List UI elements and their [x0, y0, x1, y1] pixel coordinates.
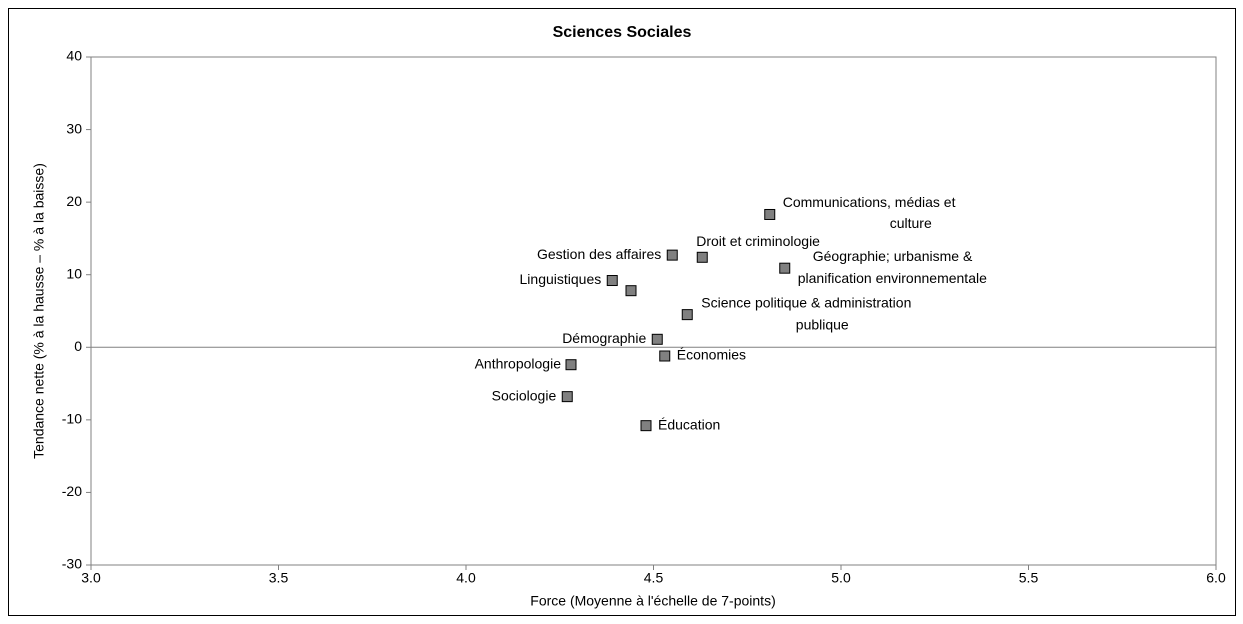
point	[651, 333, 663, 345]
point	[696, 251, 708, 263]
point-label: publique	[796, 316, 849, 332]
x-tick-label: 6.0	[1206, 570, 1226, 586]
x-tick-label: 5.0	[831, 570, 851, 586]
point	[681, 309, 693, 321]
x-tick-label: 4.0	[456, 570, 476, 586]
point-label: Linguistiques	[520, 271, 602, 287]
point	[606, 275, 618, 287]
point-label: Science politique & administration	[701, 294, 911, 310]
chart-title: Sciences Sociales	[553, 24, 692, 41]
point	[666, 249, 678, 261]
point-label: Démographie	[562, 330, 646, 346]
y-tick-label: 10	[66, 265, 82, 281]
point-label: Anthropologie	[475, 355, 562, 371]
point	[779, 262, 791, 274]
point-label: Communications, médias et	[783, 194, 956, 210]
x-tick-label: 3.5	[269, 570, 289, 586]
point-label: Sociologie	[492, 387, 557, 403]
point-label: planification environnementale	[798, 270, 987, 286]
point-label: Éducation	[658, 416, 720, 432]
x-axis-label: Force (Moyenne à l'échelle de 7-points)	[530, 593, 775, 609]
point-label: Économies	[677, 347, 746, 363]
point	[561, 391, 573, 403]
x-tick-label: 5.5	[1019, 570, 1039, 586]
point	[659, 350, 671, 362]
point	[565, 359, 577, 371]
y-tick-label: 0	[74, 338, 82, 354]
point-label: Gestion des affaires	[537, 246, 661, 262]
point-label: Géographie; urbanisme &	[813, 248, 973, 264]
y-axis-label: Tendance nette (% à la hausse – % à la b…	[31, 163, 47, 459]
plot-area	[90, 56, 1217, 566]
y-tick-label: -30	[62, 556, 82, 572]
x-tick-label: 3.0	[81, 570, 101, 586]
y-tick-label: 30	[66, 120, 82, 136]
point	[640, 420, 652, 432]
point	[764, 208, 776, 220]
y-tick-label: -10	[62, 411, 82, 427]
x-tick-label: 4.5	[644, 570, 664, 586]
point-label: culture	[890, 215, 932, 231]
point-label: Droit et criminologie	[696, 233, 820, 249]
point	[625, 285, 637, 297]
y-tick-label: 40	[66, 48, 82, 64]
y-tick-label: -20	[62, 483, 82, 499]
y-tick-label: 20	[66, 193, 82, 209]
